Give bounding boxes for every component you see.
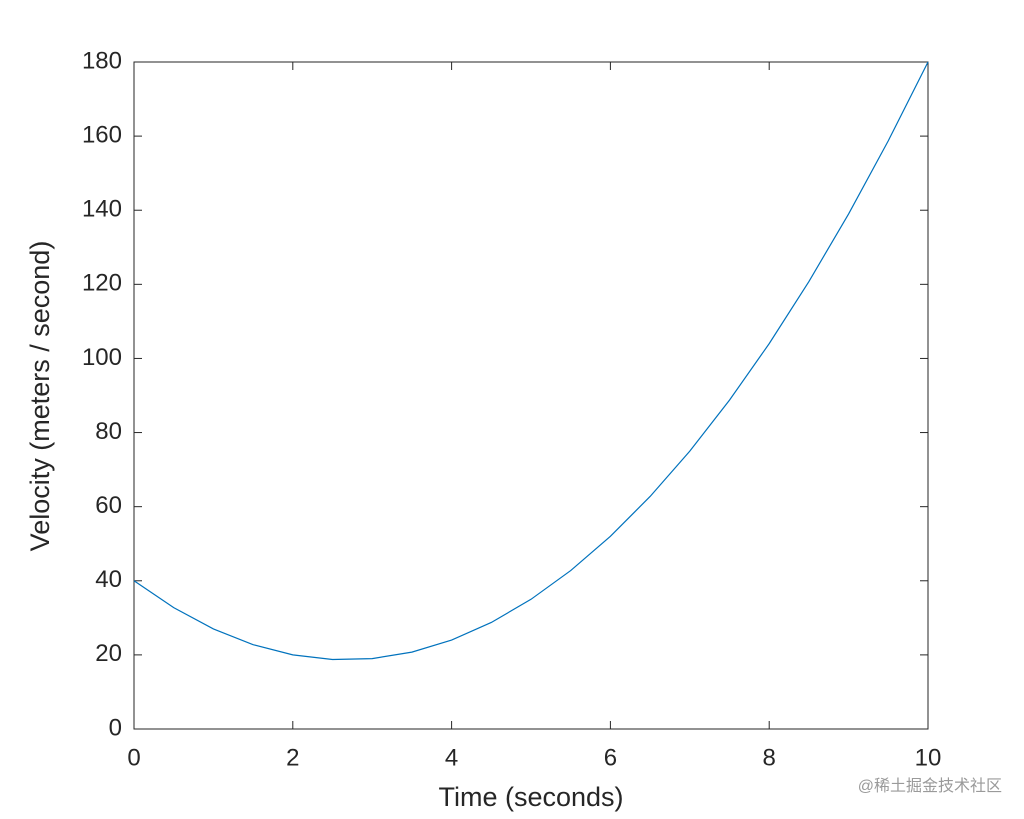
y-tick-label: 140: [82, 196, 122, 223]
y-axis-label: Velocity (meters / second): [25, 241, 55, 552]
y-tick-label: 40: [95, 566, 122, 593]
y-tick-label: 80: [95, 418, 122, 445]
y-tick-label: 100: [82, 344, 122, 371]
x-tick-label: 4: [445, 744, 458, 771]
line: [133, 61, 929, 661]
y-tick-label: 20: [95, 640, 122, 667]
y-tick-label: 160: [82, 121, 122, 148]
y-tick-label: 0: [109, 714, 122, 741]
x-tick-label: 8: [763, 744, 776, 771]
y-tick-label: 120: [82, 270, 122, 297]
plot-frame: [133, 61, 929, 730]
x-tick-label: 6: [604, 744, 617, 771]
x-tick-label: 0: [127, 744, 140, 771]
x-tick-label: 2: [286, 744, 299, 771]
watermark: @稀土掘金技术社区: [858, 777, 1002, 795]
y-tick-label: 60: [95, 492, 122, 519]
x-tick-label: 10: [915, 744, 942, 771]
x-axis-label: Time (seconds): [438, 782, 623, 812]
y-tick-label: 180: [82, 47, 122, 74]
